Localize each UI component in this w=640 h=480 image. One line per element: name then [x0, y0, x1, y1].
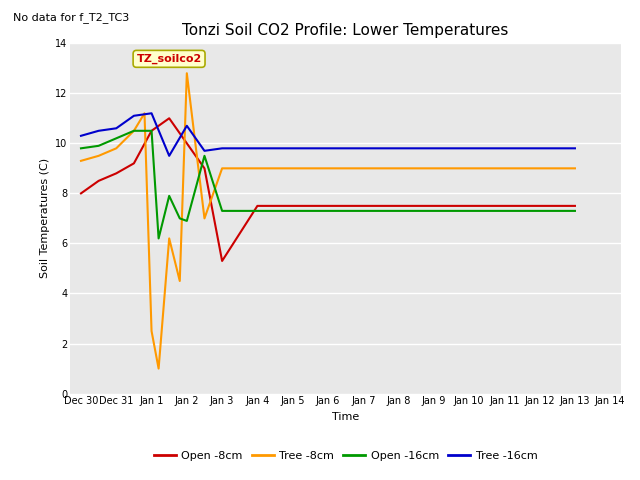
Text: TZ_soilco2: TZ_soilco2 — [136, 54, 202, 64]
Legend: Open -8cm, Tree -8cm, Open -16cm, Tree -16cm: Open -8cm, Tree -8cm, Open -16cm, Tree -… — [149, 446, 542, 465]
Text: No data for f_T2_TC3: No data for f_T2_TC3 — [13, 12, 129, 23]
X-axis label: Time: Time — [332, 412, 359, 422]
Title: Tonzi Soil CO2 Profile: Lower Temperatures: Tonzi Soil CO2 Profile: Lower Temperatur… — [182, 23, 509, 38]
Y-axis label: Soil Temperatures (C): Soil Temperatures (C) — [40, 158, 50, 278]
